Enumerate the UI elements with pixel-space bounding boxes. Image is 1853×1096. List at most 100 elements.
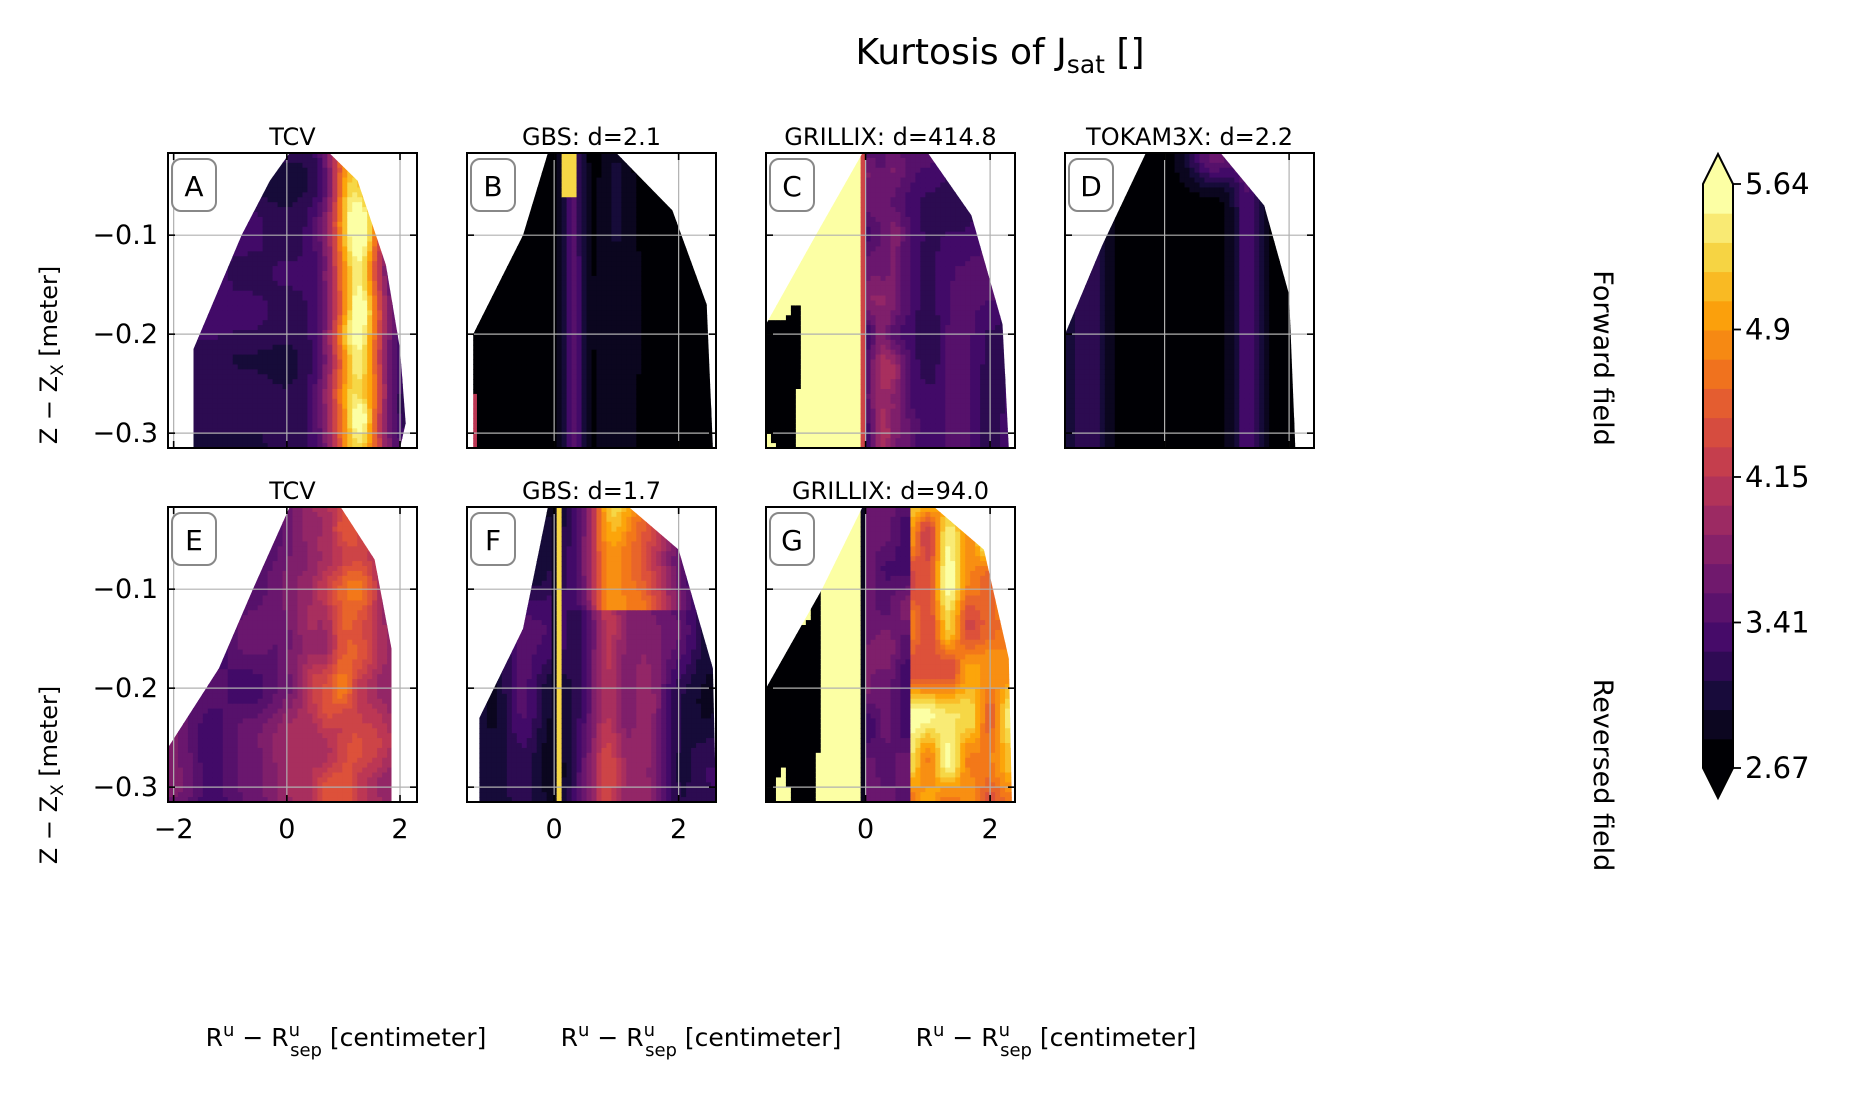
heatmap-cell <box>616 290 622 297</box>
heatmap-cell <box>571 182 578 189</box>
heatmap-cell <box>596 241 603 248</box>
heatmap-cell <box>337 433 343 439</box>
heatmap-cell <box>222 305 229 311</box>
heatmap-cell <box>272 364 279 370</box>
heatmap-cell <box>357 305 363 311</box>
heatmap-cell <box>591 290 598 297</box>
heatmap-cell <box>496 212 503 218</box>
heatmap-cell <box>556 393 563 400</box>
heatmap-cell <box>272 438 279 444</box>
heatmap-cell <box>322 212 328 218</box>
heatmap-cell <box>476 389 483 395</box>
heatmap-cell <box>566 438 573 444</box>
heatmap-cell <box>188 340 194 346</box>
heatmap-cell <box>237 256 244 262</box>
heatmap-cell <box>297 182 304 189</box>
heatmap-cell <box>347 433 353 439</box>
heatmap-cell <box>506 398 513 405</box>
heatmap-cell <box>362 271 368 277</box>
heatmap-cell <box>402 339 406 346</box>
heatmap-cell <box>382 334 388 341</box>
heatmap-cell <box>407 355 413 361</box>
heatmap-cell <box>297 216 304 223</box>
heatmap-cell <box>496 374 503 380</box>
heatmap-cell <box>282 364 289 370</box>
heatmap-cell <box>611 275 617 282</box>
heatmap-cell <box>407 423 413 429</box>
heatmap-cell <box>282 271 289 277</box>
heatmap-cell <box>257 330 264 336</box>
heatmap-cell <box>481 379 488 385</box>
heatmap-cell <box>302 207 309 213</box>
heatmap-cell <box>332 182 338 189</box>
heatmap-cell <box>367 216 373 223</box>
heatmap-cell <box>327 182 333 189</box>
heatmap-cell <box>531 408 538 415</box>
heatmap-cell <box>242 261 249 267</box>
heatmap-cell <box>297 290 304 297</box>
heatmap-cell <box>237 325 244 331</box>
heatmap-cell <box>606 216 613 223</box>
heatmap-cell <box>352 334 358 341</box>
heatmap-cell <box>362 290 368 297</box>
heatmap-cell <box>616 192 622 198</box>
heatmap-cell <box>312 261 318 267</box>
heatmap-cell <box>473 216 478 223</box>
heatmap-cell <box>357 349 363 356</box>
heatmap-cell <box>526 251 533 257</box>
heatmap-cell <box>556 398 563 405</box>
heatmap-cell <box>556 305 563 311</box>
heatmap-cell <box>282 197 289 203</box>
heatmap-cell <box>212 334 219 341</box>
heatmap-cell <box>372 197 378 203</box>
heatmap-cell <box>222 280 229 287</box>
heatmap-cell <box>526 157 533 164</box>
heatmap-cell <box>596 221 603 228</box>
heatmap-cell <box>516 413 523 420</box>
heatmap-cell <box>377 251 383 257</box>
heatmap-cell <box>531 359 538 366</box>
heatmap-cell <box>531 413 538 420</box>
heatmap-cell <box>322 334 328 341</box>
heatmap-cell <box>262 339 269 346</box>
heatmap-cell <box>252 359 259 366</box>
heatmap-cell <box>491 212 498 218</box>
heatmap-cell <box>337 275 343 282</box>
heatmap-cell <box>197 226 204 233</box>
heatmap-cell <box>252 290 259 297</box>
heatmap-cell <box>257 162 264 169</box>
heatmap-cell <box>621 216 627 223</box>
heatmap-cell <box>357 290 363 297</box>
heatmap-cell <box>611 325 617 331</box>
heatmap-cell <box>496 310 503 316</box>
heatmap-cell <box>566 236 573 243</box>
heatmap-cell <box>282 325 289 331</box>
heatmap-cell <box>237 374 244 380</box>
heatmap-cell <box>377 275 383 282</box>
heatmap-cell <box>402 305 406 311</box>
heatmap-cell <box>252 295 259 302</box>
heatmap-cell <box>302 398 309 405</box>
heatmap-cell <box>197 305 204 311</box>
heatmap-cell <box>372 369 378 375</box>
heatmap-cell <box>473 393 478 400</box>
heatmap-cell <box>247 172 254 179</box>
heatmap-cell <box>282 418 289 425</box>
heatmap-cell <box>217 221 224 228</box>
heatmap-cell <box>302 290 309 297</box>
heatmap-cell <box>476 305 483 311</box>
heatmap-cell <box>242 398 249 405</box>
heatmap-cell <box>227 271 234 277</box>
heatmap-cell <box>606 379 613 385</box>
heatmap-cell <box>327 413 333 420</box>
heatmap-cell <box>352 379 358 385</box>
heatmap-cell <box>571 403 578 410</box>
heatmap-cell <box>317 369 323 375</box>
heatmap-cell <box>188 256 194 262</box>
heatmap-cell <box>516 202 523 208</box>
heatmap-cell <box>322 231 328 238</box>
heatmap-cell <box>491 271 498 277</box>
heatmap-cell <box>491 433 498 439</box>
heatmap-cell <box>387 187 393 193</box>
